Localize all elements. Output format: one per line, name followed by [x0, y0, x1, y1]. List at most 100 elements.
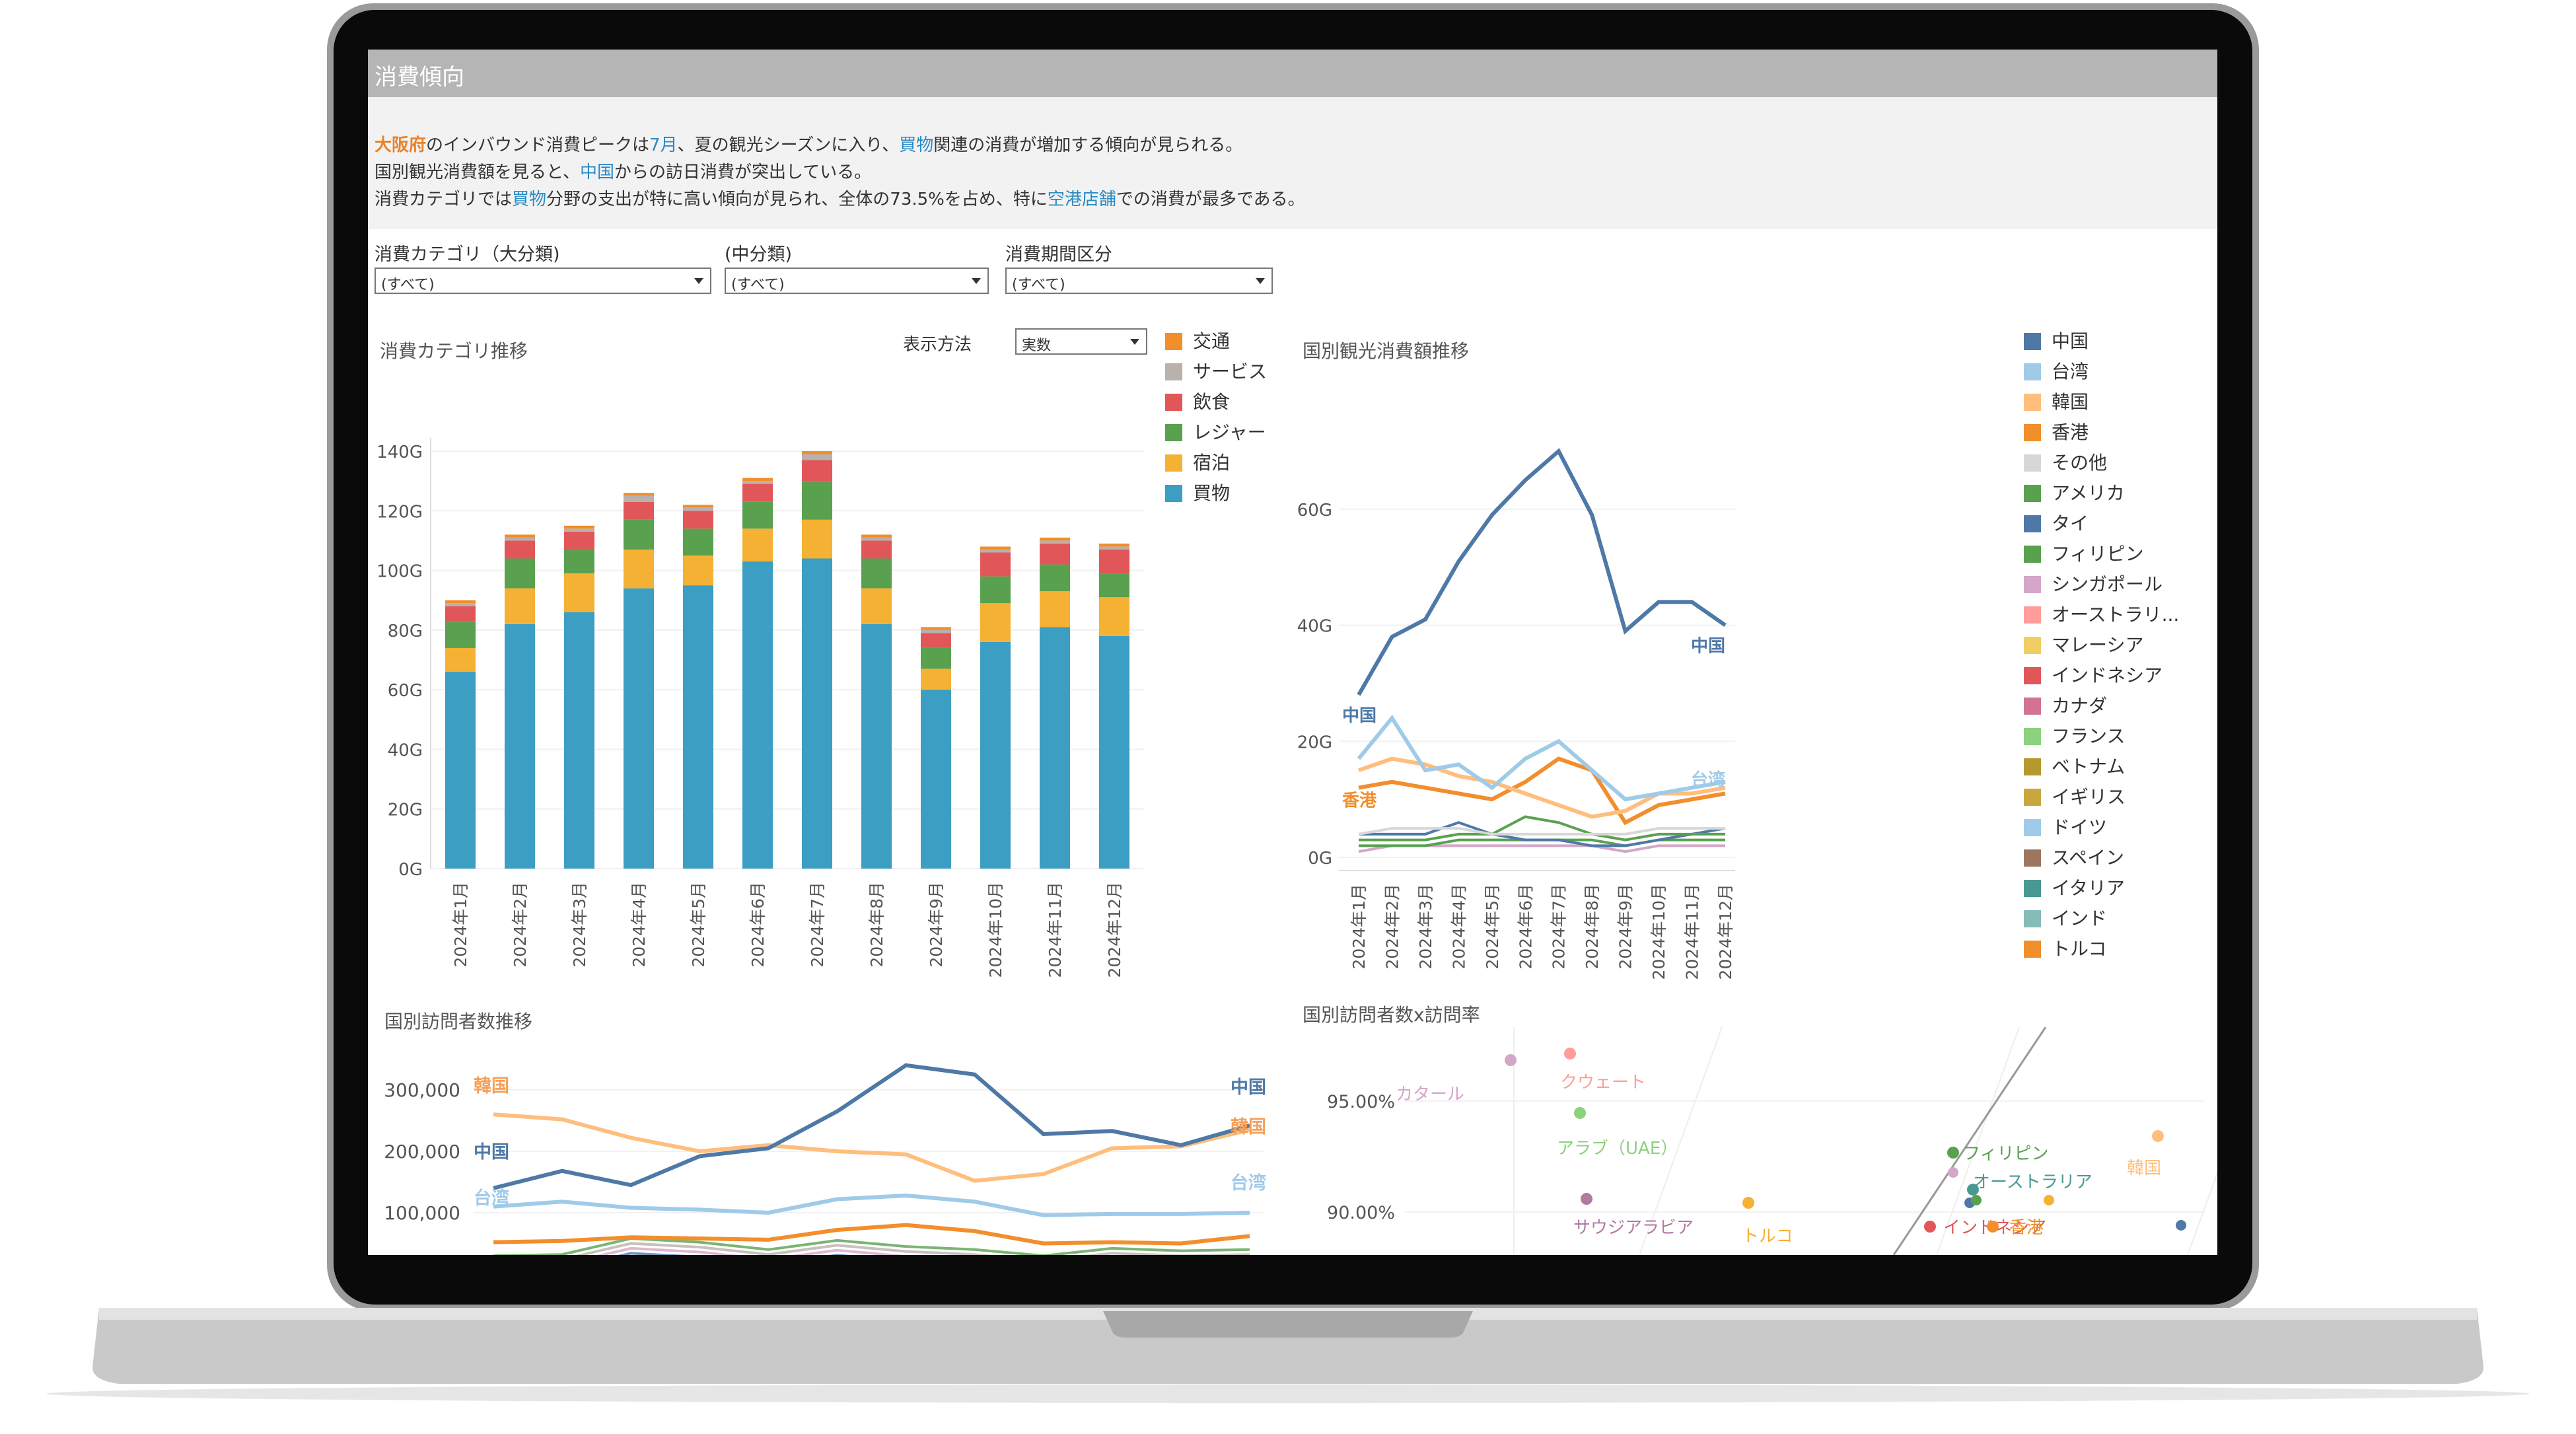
bar-segment[interactable]: [921, 629, 951, 633]
bar-segment[interactable]: [683, 511, 713, 529]
bar-segment[interactable]: [1099, 549, 1129, 574]
scatter-point[interactable]: [1564, 1048, 1576, 1059]
bar-segment[interactable]: [564, 549, 594, 574]
bar-segment[interactable]: [505, 540, 535, 559]
bar-segment[interactable]: [683, 507, 713, 511]
legend-item-country[interactable]: ベトナム: [2024, 752, 2125, 779]
legend-item-country[interactable]: 香港: [2024, 418, 2089, 445]
bar-segment[interactable]: [624, 519, 654, 550]
bar-segment[interactable]: [921, 690, 951, 869]
bar-segment[interactable]: [564, 525, 594, 529]
bar-segment[interactable]: [921, 633, 951, 648]
bar-segment[interactable]: [505, 624, 535, 869]
legend-item-country[interactable]: スペイン: [2024, 843, 2124, 870]
bar-segment[interactable]: [445, 672, 476, 869]
bar-segment[interactable]: [861, 534, 892, 538]
legend-item-country[interactable]: オーストラリ...: [2024, 600, 2179, 627]
scatter-point[interactable]: [1987, 1221, 1999, 1233]
series-line[interactable]: [1357, 715, 1726, 802]
scatter-point[interactable]: [1971, 1195, 1982, 1205]
bar-segment[interactable]: [980, 641, 1011, 869]
bar-segment[interactable]: [505, 537, 535, 541]
filter-category-dropdown[interactable]: (すべて): [375, 268, 711, 294]
legend-item-country[interactable]: マレーシア: [2024, 631, 2143, 657]
legend-item-country[interactable]: 韓国: [2024, 388, 2089, 414]
legend-item-shopping[interactable]: 買物: [1165, 479, 1230, 505]
bar-segment[interactable]: [564, 528, 594, 532]
bar-segment[interactable]: [802, 558, 832, 869]
bar-segment[interactable]: [921, 647, 951, 669]
legend-item-country[interactable]: 中国: [2024, 327, 2089, 353]
series-line[interactable]: [1357, 448, 1727, 696]
series-line[interactable]: [493, 1063, 1250, 1190]
legend-item-country[interactable]: カナダ: [2024, 692, 2107, 718]
bar-segment[interactable]: [624, 493, 654, 496]
bar-segment[interactable]: [861, 540, 892, 559]
bar-segment[interactable]: [1040, 540, 1070, 544]
bar-segment[interactable]: [564, 612, 594, 869]
scatter-point[interactable]: [1742, 1197, 1754, 1209]
legend-item-country[interactable]: タイ: [2024, 509, 2089, 536]
bar-segment[interactable]: [445, 621, 476, 648]
bar-segment[interactable]: [624, 501, 654, 520]
bar-segment[interactable]: [742, 481, 773, 484]
bar-segment[interactable]: [505, 588, 535, 624]
series-line[interactable]: [493, 1112, 1250, 1183]
bar-segment[interactable]: [683, 585, 713, 869]
bar-segment[interactable]: [742, 478, 773, 482]
bar-segment[interactable]: [861, 558, 892, 589]
legend-item-country[interactable]: その他: [2024, 448, 2107, 475]
scatter-point[interactable]: [1581, 1193, 1592, 1205]
bar-segment[interactable]: [1099, 546, 1129, 550]
filter-period-dropdown[interactable]: (すべて): [1005, 268, 1273, 294]
bar-segment[interactable]: [980, 552, 1011, 577]
bar-segment[interactable]: [564, 531, 594, 550]
scatter-point[interactable]: [1924, 1221, 1936, 1233]
bar-segment[interactable]: [683, 556, 713, 586]
legend-item-service[interactable]: サービス: [1165, 357, 1267, 384]
bar-segment[interactable]: [1099, 597, 1129, 636]
legend-item-country[interactable]: 台湾: [2024, 357, 2089, 384]
bar-segment[interactable]: [505, 534, 535, 538]
legend-item-country[interactable]: イギリス: [2024, 783, 2126, 809]
bar-segment[interactable]: [980, 549, 1011, 553]
series-line[interactable]: [1358, 756, 1726, 826]
bar-segment[interactable]: [1099, 635, 1129, 869]
bar-segment[interactable]: [1040, 627, 1070, 869]
bar-segment[interactable]: [980, 546, 1011, 550]
legend-item-country[interactable]: インドネシア: [2024, 661, 2163, 688]
display-mode-dropdown[interactable]: 実数: [1015, 328, 1147, 355]
series-line[interactable]: [493, 1193, 1250, 1217]
bar-segment[interactable]: [802, 460, 832, 482]
bar-segment[interactable]: [742, 501, 773, 529]
bar-segment[interactable]: [564, 573, 594, 612]
bar-segment[interactable]: [742, 561, 773, 869]
bar-segment[interactable]: [861, 624, 892, 869]
bar-segment[interactable]: [1099, 543, 1129, 547]
bar-segment[interactable]: [861, 588, 892, 624]
bar-segment[interactable]: [445, 600, 476, 604]
bar-segment[interactable]: [802, 451, 832, 454]
bar-segment[interactable]: [1040, 537, 1070, 541]
legend-item-country[interactable]: シンガポール: [2024, 570, 2163, 596]
bar-segment[interactable]: [683, 505, 713, 508]
scatter-point[interactable]: [2044, 1195, 2054, 1205]
series-line[interactable]: [1358, 756, 1726, 819]
bar-segment[interactable]: [802, 454, 832, 460]
bar-segment[interactable]: [802, 481, 832, 520]
legend-item-transport[interactable]: 交通: [1165, 327, 1230, 353]
legend-item-country[interactable]: フィリピン: [2024, 540, 2143, 566]
legend-item-country[interactable]: イタリア: [2024, 874, 2125, 900]
series-line[interactable]: [493, 1223, 1250, 1246]
legend-item-country[interactable]: フランス: [2024, 722, 2125, 748]
legend-item-food[interactable]: 飲食: [1165, 388, 1230, 414]
bar-segment[interactable]: [921, 668, 951, 690]
legend-item-country[interactable]: トルコ: [2024, 935, 2106, 961]
series-line[interactable]: [1358, 827, 1725, 836]
legend-item-leisure[interactable]: レジャー: [1165, 418, 1266, 445]
bar-segment[interactable]: [1099, 573, 1129, 598]
bar-segment[interactable]: [980, 603, 1011, 642]
bar-segment[interactable]: [683, 528, 713, 556]
scatter-point[interactable]: [1967, 1184, 1979, 1196]
scatter-point[interactable]: [1948, 1167, 1958, 1178]
